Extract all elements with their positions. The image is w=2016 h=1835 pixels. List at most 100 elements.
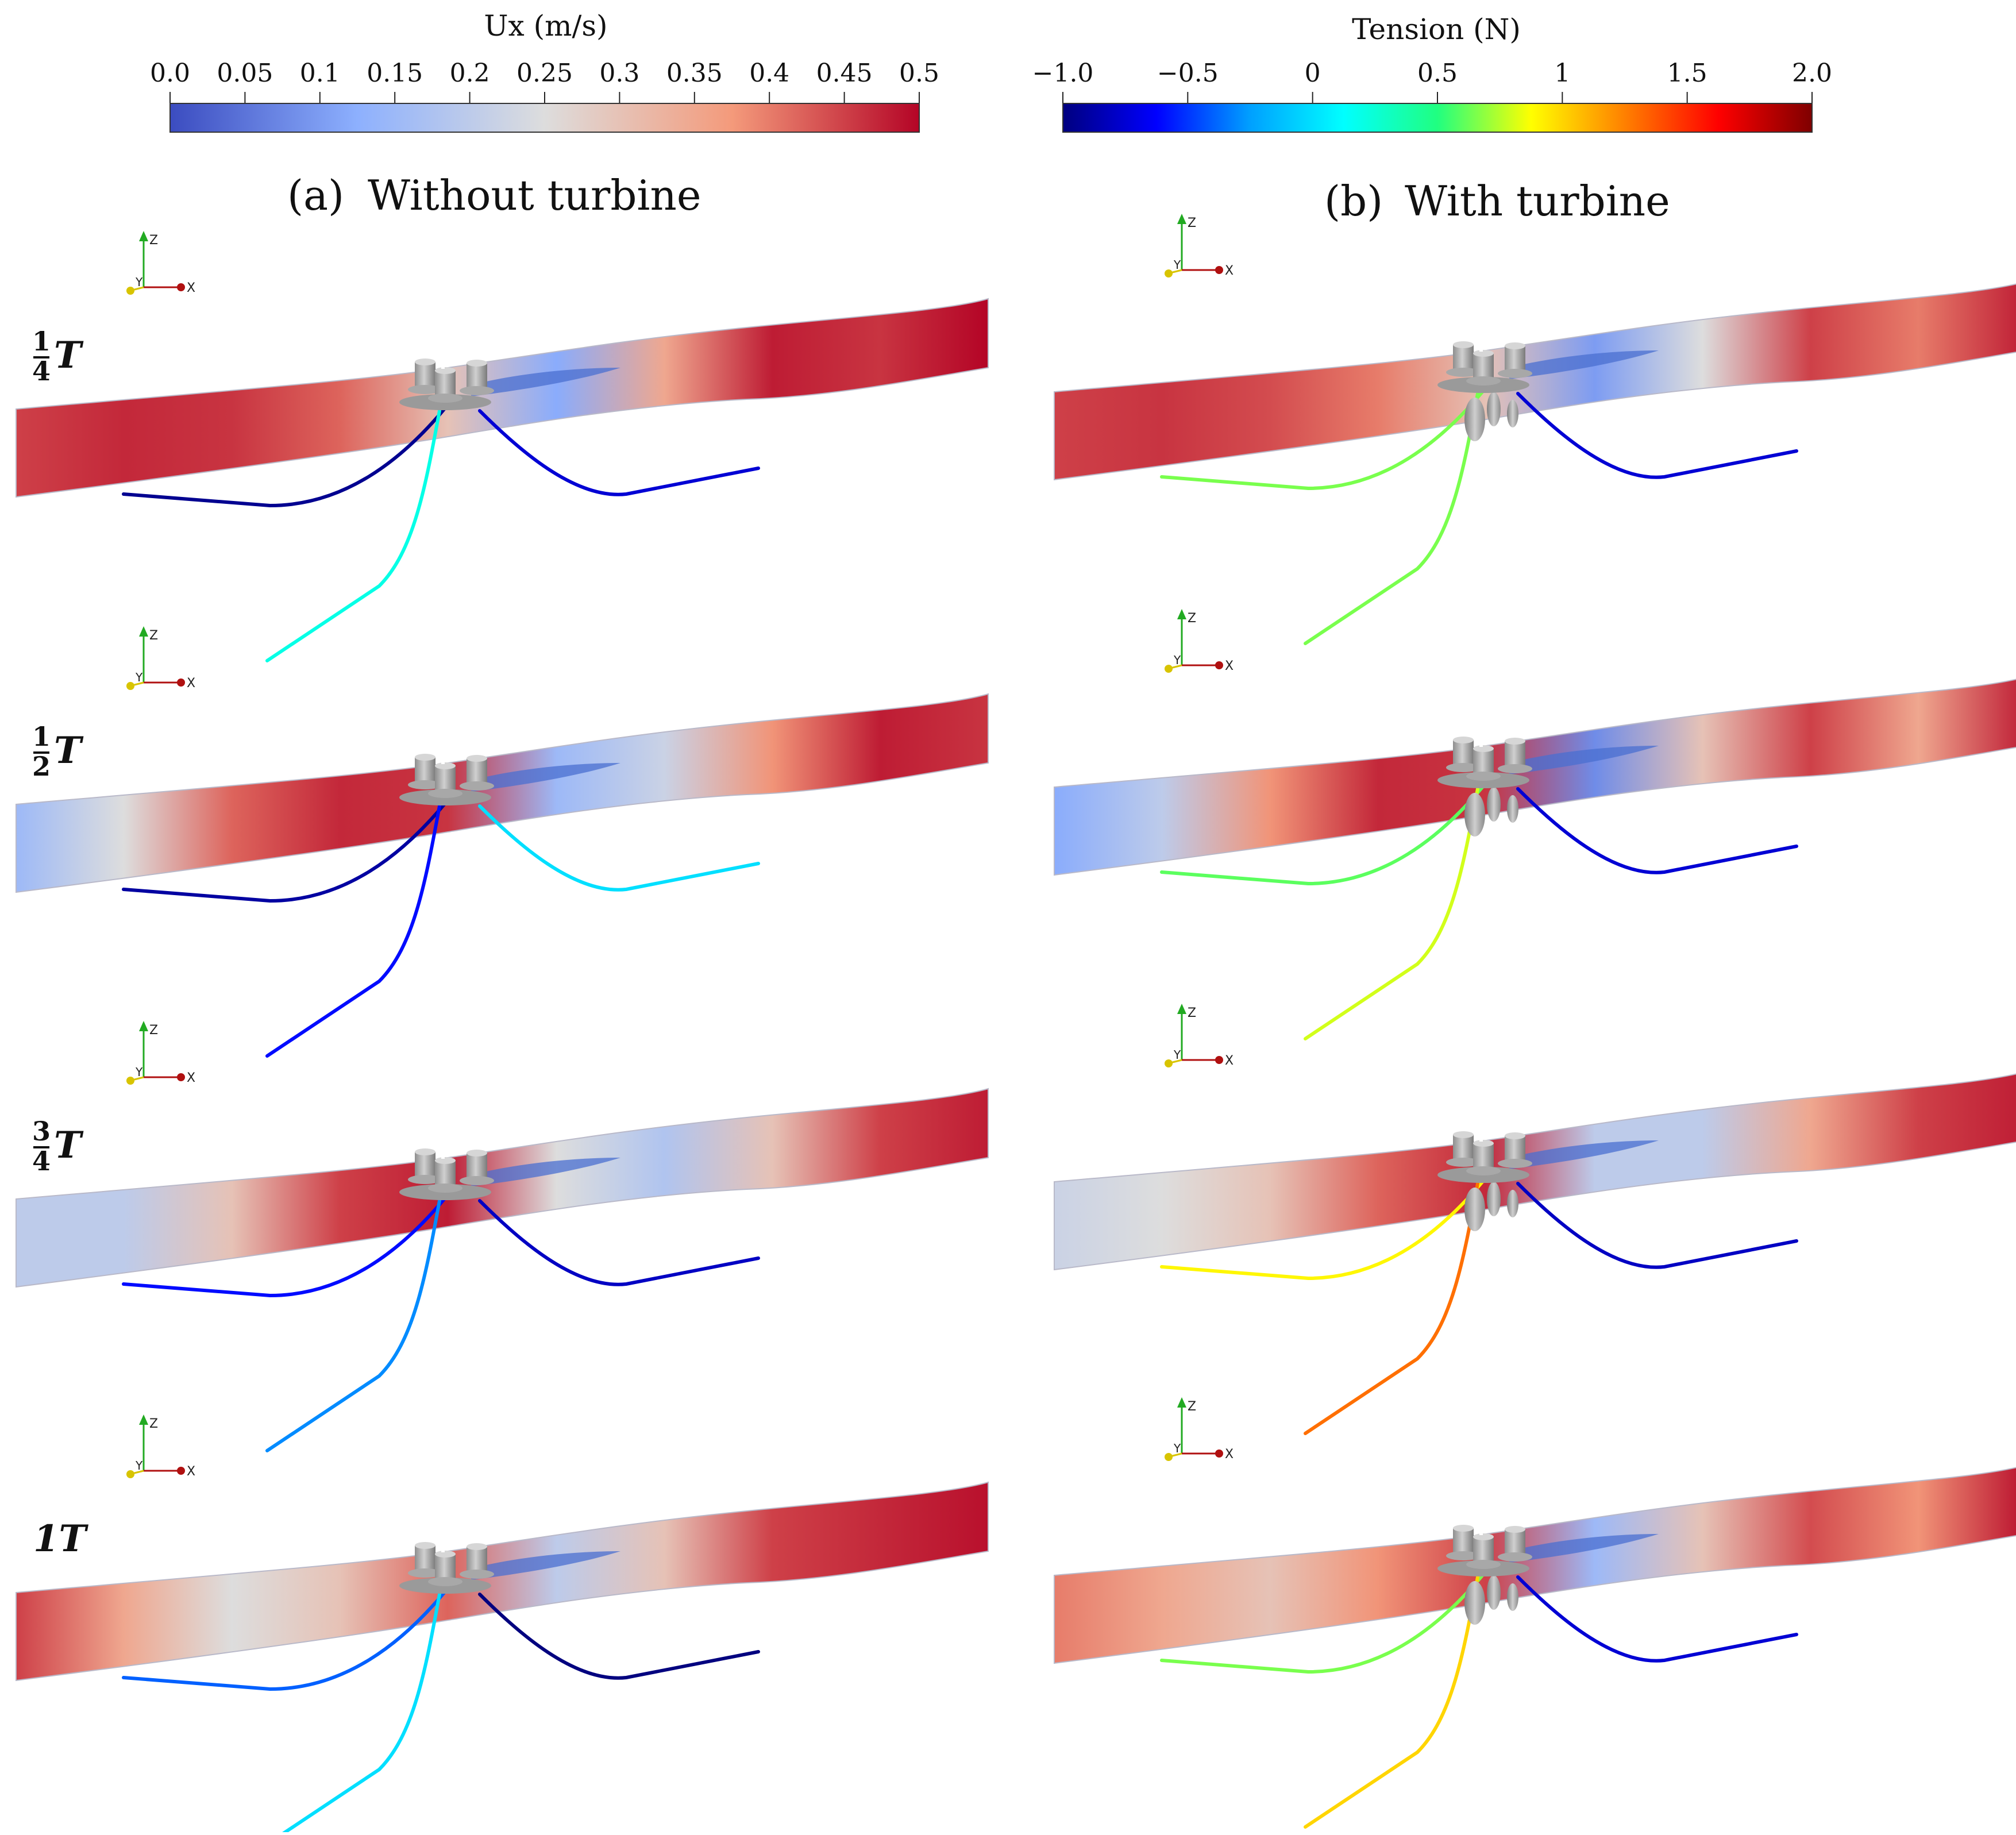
platform-column (435, 371, 456, 395)
colorbar-tick-label: 0.15 (367, 59, 423, 88)
axis-z-label: Z (1188, 1400, 1196, 1414)
axis-z-label: Z (1188, 1006, 1196, 1020)
colorbar-ux-title: Ux (m/s) (484, 9, 607, 43)
platform-column-top (435, 1551, 456, 1558)
platform-column-top (467, 1543, 487, 1550)
platform-column (435, 1554, 456, 1578)
platform-column (1473, 1143, 1494, 1167)
mooring-line (1160, 1179, 1485, 1281)
platform-column-top (1505, 1132, 1525, 1139)
platform-column (415, 362, 435, 386)
turbine-pod (1487, 1182, 1501, 1216)
turbine-pod (1464, 1581, 1485, 1625)
panel-b-heading: (b) With turbine (1324, 177, 1670, 225)
platform-column-top (1453, 341, 1474, 348)
time-label-numerator: 1 (32, 326, 51, 357)
mooring-line (122, 1196, 447, 1298)
wake-region (471, 1158, 620, 1186)
colorbar-tick-label: 0.4 (749, 59, 789, 88)
platform-column-base (1498, 764, 1532, 773)
mooring-line (478, 409, 760, 496)
platform-column (415, 757, 435, 781)
turbine-pod (1507, 400, 1518, 427)
axis-y-label: Y (135, 670, 143, 684)
axes-triad: Z X Y (1165, 214, 1234, 278)
platform-column-base (408, 780, 442, 789)
platform-column-base (460, 386, 494, 395)
platform-column (1473, 749, 1494, 773)
time-label: 12 T (32, 721, 84, 782)
axis-y-arrow (126, 682, 134, 690)
turbine-pod (1487, 392, 1501, 426)
axis-z-label: Z (149, 233, 158, 248)
platform-column-base (1466, 376, 1501, 385)
platform-column-top (435, 1157, 456, 1164)
panel-b-label: (b) (1324, 177, 1383, 225)
platform-column (1505, 346, 1525, 370)
colorbar-tick-label: −1.0 (1032, 59, 1094, 88)
axis-y-label: Y (135, 1065, 143, 1079)
wake-region (1509, 1534, 1659, 1563)
colorbar-tick-label: 0.0 (150, 59, 190, 88)
colorbar-tick-label: 0.5 (899, 59, 939, 88)
platform-column (435, 1161, 456, 1185)
snapshot-grid: ZXY14TZXY12TZXY34TZXY1TZXY14TZXY12TZXY34… (16, 214, 2016, 1835)
axis-y-label: Y (135, 275, 143, 289)
turbine-pod (1487, 787, 1501, 822)
axis-x-arrow (1215, 266, 1223, 274)
wake-region (471, 368, 620, 396)
axis-z-arrow (139, 626, 148, 637)
axis-y-label: Y (1173, 258, 1181, 272)
platform-column-top (467, 1150, 487, 1156)
platform-column-base (460, 781, 494, 791)
axis-z-label: Z (149, 1417, 158, 1431)
axes-triad: Z X Y (126, 1414, 195, 1479)
axis-x-label: X (187, 1071, 195, 1085)
axis-y-arrow (1165, 1453, 1173, 1461)
time-label-numerator: 1 (32, 721, 51, 752)
mooring-line (265, 804, 441, 1058)
time-label-period: T (54, 334, 84, 377)
platform-mast-gap (1479, 1522, 1483, 1535)
turbine-pod (1507, 795, 1518, 823)
platform-column-base (1498, 369, 1532, 378)
axes-triad: Z X Y (1165, 609, 1234, 673)
time-label-denominator: 4 (32, 356, 51, 387)
mooring-line (122, 801, 447, 903)
axis-z-arrow (1177, 1004, 1186, 1014)
time-label: 1T (33, 1517, 89, 1560)
platform-mast-gap (441, 356, 445, 369)
axis-x-arrow (1215, 1450, 1223, 1458)
platform-column-base (428, 1184, 462, 1193)
platform-column (467, 758, 487, 782)
platform-column (435, 766, 456, 790)
colorbar-tick-label: 0.2 (450, 59, 490, 88)
axis-x-arrow (177, 1073, 185, 1081)
axis-y-arrow (126, 1077, 134, 1085)
platform-column-base (1466, 1560, 1501, 1569)
axis-z-arrow (1177, 609, 1186, 619)
mooring-line (265, 1199, 441, 1452)
platform-column (415, 1545, 435, 1570)
time-label-period: 1T (33, 1517, 89, 1560)
platform-column-base (460, 1176, 494, 1185)
platform-column-top (1473, 1140, 1494, 1147)
colorbar-tick-label: 0 (1305, 59, 1321, 88)
time-label: 14 T (32, 326, 84, 387)
platform-column-top (1453, 1525, 1474, 1532)
axes-triad: Z X Y (126, 1021, 195, 1085)
platform-column-base (1446, 368, 1481, 377)
panel-a-title: Without turbine (368, 171, 701, 219)
platform-column-base (1466, 772, 1501, 781)
platform-column (467, 363, 487, 387)
axes-triad: Z X Y (126, 626, 195, 691)
platform-mast-gap (441, 751, 445, 764)
platform-column-top (1453, 1131, 1474, 1138)
free-surface (1054, 1467, 2016, 1664)
time-label: 34 T (32, 1116, 84, 1177)
free-surface (1054, 283, 2016, 481)
